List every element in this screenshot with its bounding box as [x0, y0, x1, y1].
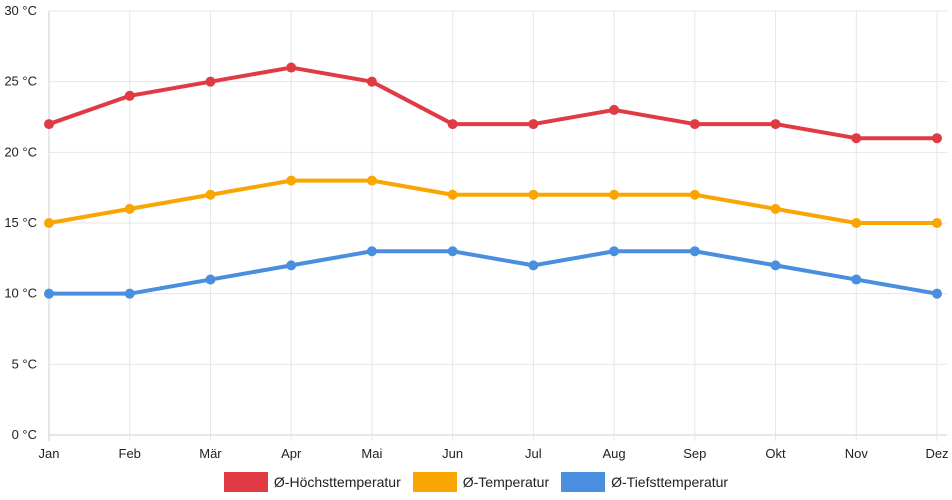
data-point[interactable] [932, 288, 942, 299]
data-point[interactable] [528, 119, 539, 130]
x-tick-label: Sep [683, 446, 706, 461]
legend-swatch [412, 472, 457, 492]
series-1 [44, 62, 942, 144]
data-point[interactable] [286, 62, 297, 73]
data-point[interactable] [205, 274, 216, 285]
x-tick-label: Mai [361, 446, 382, 461]
data-point[interactable] [851, 218, 862, 228]
data-point[interactable] [44, 288, 54, 299]
legend-swatch [561, 472, 606, 492]
x-tick-label: Nov [845, 446, 869, 461]
series-line [48, 65, 937, 141]
legend-item[interactable]: Ø-Tiefsttemperatur [561, 472, 728, 492]
data-point[interactable] [447, 119, 458, 130]
x-tick-label: Apr [281, 446, 302, 461]
data-point[interactable] [851, 133, 862, 144]
data-point[interactable] [770, 260, 781, 271]
x-tick-label: Aug [603, 446, 626, 461]
series-lines [44, 62, 942, 299]
data-point[interactable] [366, 175, 377, 186]
data-point[interactable] [124, 90, 135, 101]
x-tick-label: Dez [925, 446, 948, 461]
y-tick-label: 15 °C [4, 215, 37, 230]
grid [48, 10, 947, 441]
legend-label: Ø-Temperatur [462, 474, 550, 490]
data-point[interactable] [366, 246, 377, 257]
data-point[interactable] [528, 260, 539, 271]
data-point[interactable] [609, 189, 620, 200]
data-point[interactable] [447, 189, 458, 200]
data-point[interactable] [44, 218, 54, 228]
series-line [48, 178, 937, 225]
data-point[interactable] [205, 76, 216, 87]
data-point[interactable] [124, 288, 135, 299]
data-point[interactable] [286, 175, 297, 186]
data-point[interactable] [124, 203, 135, 214]
series-3 [44, 246, 942, 299]
x-tick-label: Okt [765, 446, 786, 461]
series-line [49, 249, 938, 296]
x-tick-label: Jan [39, 446, 60, 461]
data-point[interactable] [851, 274, 862, 285]
x-tick-label: Jun [442, 446, 463, 461]
data-point[interactable] [205, 189, 216, 200]
data-point[interactable] [932, 133, 942, 144]
data-point[interactable] [770, 203, 781, 214]
y-tick-label: 25 °C [4, 74, 37, 89]
x-tick-label: Mär [199, 446, 222, 461]
legend-label: Ø-Tiefsttemperatur [611, 474, 729, 490]
y-tick-label: 10 °C [4, 286, 37, 301]
data-point[interactable] [447, 246, 458, 257]
data-point[interactable] [932, 218, 942, 228]
x-tick-label: Jul [525, 446, 542, 461]
legend-item[interactable]: Ø-Temperatur [412, 472, 550, 492]
data-point[interactable] [770, 119, 781, 130]
y-tick-label: 30 °C [4, 3, 37, 18]
y-tick-label: 0 °C [12, 427, 37, 442]
y-tick-label: 20 °C [4, 144, 37, 159]
x-axis-ticks: Jan Feb Mär Apr Mai Jun Jul Aug Sep Okt Nov Dez [39, 446, 949, 461]
y-axis-ticks: 0 °C 5 °C 10 °C 15 °C 20 °C 25 °C 30 °C [4, 3, 37, 442]
data-point[interactable] [689, 246, 700, 257]
chart-canvas: 0 °C 5 °C 10 °C 15 °C 20 °C 25 °C 30 °C Jan Feb… [4, 3, 949, 461]
x-tick-label: Feb [119, 446, 141, 461]
data-point[interactable] [609, 104, 620, 115]
data-point[interactable] [286, 260, 297, 271]
data-point[interactable] [366, 76, 377, 87]
legend-swatch [223, 472, 268, 492]
data-point[interactable] [44, 119, 54, 130]
y-tick-label: 5 °C [12, 356, 37, 371]
legend: Ø-Höchsttemperatur Ø-Temperatur Ø-Tiefstte… [0, 472, 952, 492]
data-point[interactable] [528, 189, 539, 200]
legend-label: Ø-Höchsttemperatur [273, 474, 401, 490]
series-2 [44, 175, 942, 228]
data-point[interactable] [689, 189, 700, 200]
data-point[interactable] [609, 246, 620, 257]
legend-item[interactable]: Ø-Höchsttemperatur [223, 472, 401, 492]
data-point[interactable] [689, 119, 700, 130]
